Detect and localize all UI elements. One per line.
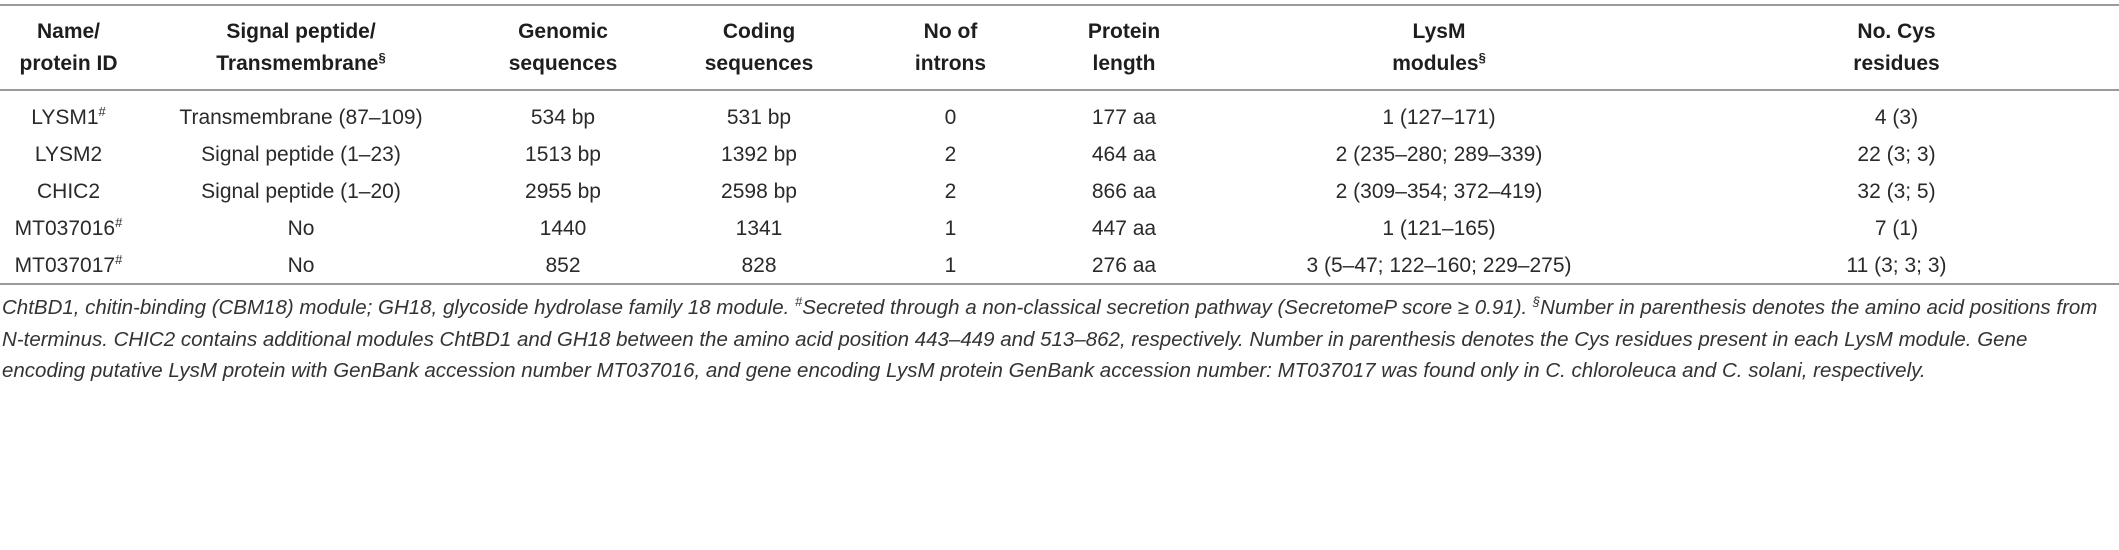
section-mark: § (1532, 294, 1541, 310)
top-rule (0, 4, 2119, 6)
col-header-introns: No of introns (914, 19, 987, 75)
cell-coding: 1341 (735, 216, 783, 240)
cell-cys: 32 (3; 5) (1857, 179, 1936, 203)
table-row: MT037016# No 1440 1341 1 447 aa 1 (121–1… (0, 210, 2119, 247)
cell-length: 276 aa (1091, 253, 1157, 277)
cell-signal: Signal peptide (1–23) (201, 142, 401, 166)
cell-name: CHIC2 (36, 179, 100, 203)
cell-coding: 2598 bp (721, 179, 797, 203)
cell-cys: 4 (3) (1874, 105, 1919, 129)
col-header-cys: No. Cys residues (1853, 19, 1940, 75)
cell-length: 464 aa (1091, 142, 1157, 166)
table-row: LYSM2 Signal peptide (1–23) 1513 bp 1392… (0, 136, 2119, 173)
section-mark: § (1478, 49, 1486, 65)
cell-genomic: 2955 bp (525, 179, 601, 203)
col-header-name: Name/protein ID (19, 19, 118, 75)
cell-name: MT037017# (14, 251, 123, 277)
cell-genomic: 852 (545, 253, 581, 277)
lysm-table: Name/protein ID Signal peptide/Transmemb… (0, 6, 2119, 284)
cell-cys: 7 (1) (1874, 216, 1919, 240)
cell-introns: 0 (944, 105, 957, 129)
col-header-signal: Signal peptide/Transmembrane§ (216, 19, 386, 75)
col-header-length: Protein length (1087, 19, 1161, 75)
cell-genomic: 1440 (539, 216, 587, 240)
col-header-modules: LysM modules§ (1392, 19, 1486, 75)
cell-cys: 22 (3; 3) (1857, 142, 1936, 166)
cell-introns: 1 (944, 216, 957, 240)
cell-signal: No (287, 216, 315, 240)
cell-coding: 531 bp (726, 105, 792, 129)
bottom-rule (0, 283, 2119, 285)
table-row: MT037017# No 852 828 1 276 aa 3 (5–47; 1… (0, 247, 2119, 284)
col-header-genomic: Genomic sequences (508, 19, 618, 75)
cell-coding: 1392 bp (721, 142, 797, 166)
cell-genomic: 1513 bp (525, 142, 601, 166)
cell-signal: Transmembrane (87–109) (179, 105, 423, 129)
table-row: CHIC2 Signal peptide (1–20) 2955 bp 2598… (0, 173, 2119, 210)
table-row: LYSM1# Transmembrane (87–109) 534 bp 531… (0, 89, 2119, 136)
cell-modules: 2 (309–354; 372–419) (1335, 179, 1543, 203)
cell-name: LYSM2 (34, 142, 103, 166)
cell-length: 866 aa (1091, 179, 1157, 203)
cell-modules: 3 (5–47; 122–160; 229–275) (1306, 253, 1572, 277)
cell-length: 447 aa (1091, 216, 1157, 240)
section-mark: § (378, 49, 386, 65)
cell-length: 177 aa (1091, 105, 1157, 129)
cell-signal: No (287, 253, 315, 277)
cell-introns: 2 (944, 142, 957, 166)
header-rule (0, 89, 2119, 91)
footnote-text: ChtBD1, chitin-binding (CBM18) module; G… (2, 294, 2098, 382)
header-row: Name/protein ID Signal peptide/Transmemb… (0, 6, 2119, 89)
cell-modules: 2 (235–280; 289–339) (1335, 142, 1543, 166)
cell-name: MT037016# (14, 214, 123, 240)
cell-modules: 1 (127–171) (1382, 105, 1496, 129)
cell-genomic: 534 bp (530, 105, 596, 129)
cell-name: LYSM1# (31, 103, 106, 129)
cell-cys: 11 (3; 3; 3) (1846, 253, 1947, 277)
table-footnotes: ChtBD1, chitin-binding (CBM18) module; G… (2, 292, 2112, 387)
hash-mark: # (795, 294, 803, 310)
cell-signal: Signal peptide (1–20) (201, 179, 401, 203)
cell-modules: 1 (121–165) (1382, 216, 1496, 240)
cell-introns: 1 (944, 253, 957, 277)
cell-coding: 828 (741, 253, 777, 277)
col-header-coding: Coding sequences (704, 19, 814, 75)
cell-introns: 2 (944, 179, 957, 203)
